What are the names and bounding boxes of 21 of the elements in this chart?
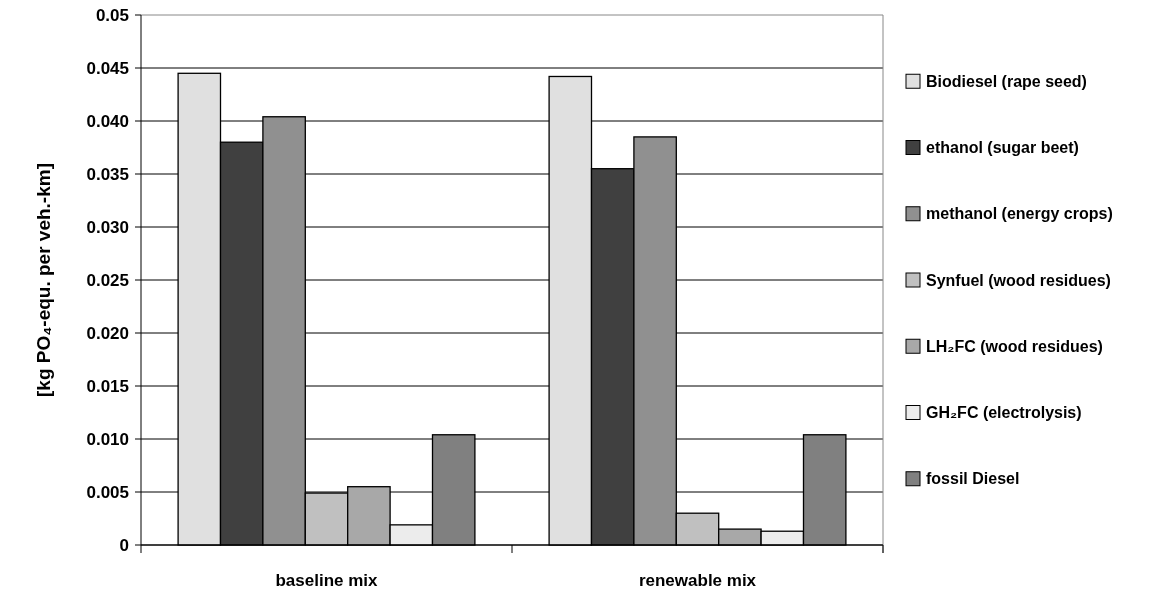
x-tick-label: baseline mix xyxy=(275,571,379,590)
y-tick-label: 0.045 xyxy=(86,58,129,78)
legend-label: ethanol (sugar beet) xyxy=(926,139,1079,157)
y-tick-label: 0.05 xyxy=(95,5,129,25)
legend-label: methanol (energy crops) xyxy=(926,205,1113,223)
y-tick-label: 0.005 xyxy=(86,482,129,502)
y-tick-label: 0.035 xyxy=(86,164,129,184)
legend-label: LH₂FC (wood residues) xyxy=(926,337,1103,355)
y-tick-label: 0.010 xyxy=(86,429,129,449)
y-tick-label: 0.040 xyxy=(86,111,129,131)
legend-label: Synfuel (wood residues) xyxy=(926,271,1111,289)
y-tick-label: 0.020 xyxy=(86,323,129,343)
legend-label: fossil Diesel xyxy=(926,470,1020,488)
y-axis-title: [kg PO₄-equ. per veh.-km] xyxy=(33,163,54,397)
y-tick-label: 0.030 xyxy=(86,217,129,237)
y-tick-label: 0 xyxy=(119,535,129,555)
x-tick-label: renewable mix xyxy=(638,571,757,590)
legend-label: GH₂FC (electrolysis) xyxy=(926,404,1082,422)
legend-label: Biodiesel (rape seed) xyxy=(926,72,1087,90)
y-tick-label: 0.015 xyxy=(86,376,129,396)
y-tick-label: 0.025 xyxy=(86,270,129,290)
